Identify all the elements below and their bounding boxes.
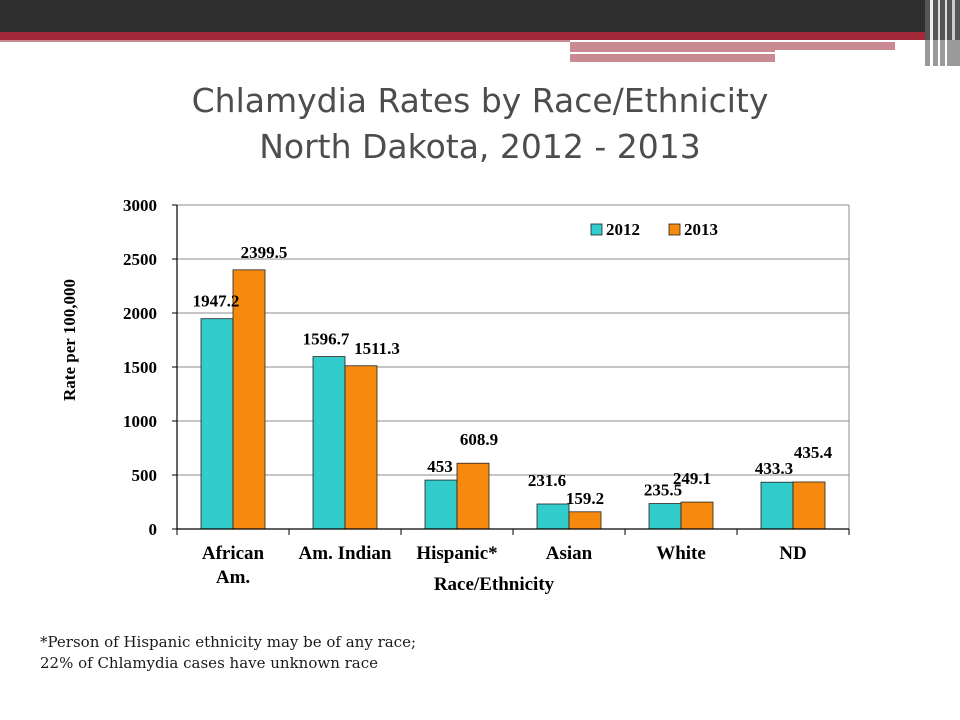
accent-stripe bbox=[0, 32, 960, 40]
x-tick-label: Am. bbox=[216, 567, 250, 588]
bar-2013 bbox=[232, 269, 266, 530]
footnote-line-1: *Person of Hispanic ethnicity may be of … bbox=[40, 633, 417, 651]
data-label-2013: 608.9 bbox=[460, 430, 498, 449]
bar-2012 bbox=[312, 356, 346, 530]
bar-2012 bbox=[200, 318, 234, 530]
legend-label-2013: 2013 bbox=[684, 220, 718, 239]
y-axis-title: Rate per 100,000 bbox=[60, 279, 79, 401]
bar-2013 bbox=[792, 481, 826, 530]
x-tick-label: White bbox=[656, 543, 706, 564]
data-label-2012: 1947.2 bbox=[193, 292, 240, 311]
data-label-2012: 1596.7 bbox=[303, 330, 350, 349]
footnote-line-2: 22% of Chlamydia cases have unknown race bbox=[40, 654, 379, 672]
data-label-2013: 1511.3 bbox=[354, 339, 400, 358]
y-tick-label: 3000 bbox=[123, 196, 157, 215]
x-axis-title: Race/Ethnicity bbox=[434, 574, 555, 595]
data-label-2013: 435.4 bbox=[794, 443, 833, 462]
data-label-2012: 235.5 bbox=[644, 481, 682, 500]
y-tick-label: 2500 bbox=[123, 250, 157, 269]
data-label-2012: 453 bbox=[427, 457, 453, 476]
data-label-2013: 159.2 bbox=[566, 489, 604, 508]
x-tick-label: Hispanic* bbox=[416, 543, 497, 564]
footnote: *Person of Hispanic ethnicity may be of … bbox=[40, 632, 640, 674]
legend-swatch-2013 bbox=[668, 223, 681, 236]
bar-2012 bbox=[424, 479, 458, 530]
header-bar bbox=[0, 0, 960, 32]
bars bbox=[200, 269, 826, 530]
gridlines bbox=[177, 204, 850, 529]
bar-2013 bbox=[568, 511, 602, 530]
x-tick-label: African bbox=[202, 543, 265, 564]
bar-2012 bbox=[760, 481, 794, 530]
bar-2013 bbox=[344, 365, 378, 530]
bar-2012 bbox=[536, 503, 570, 530]
legend-label-2012: 2012 bbox=[606, 220, 640, 239]
x-tick-label: Asian bbox=[546, 543, 593, 564]
title-line-1: Chlamydia Rates by Race/Ethnicity bbox=[191, 81, 769, 120]
data-label-2013: 2399.5 bbox=[241, 243, 288, 262]
chart-legend: 2012 2013 bbox=[590, 220, 718, 239]
y-tick-label: 2000 bbox=[123, 304, 157, 323]
x-tick-label: Am. Indian bbox=[299, 543, 392, 564]
bar-2013 bbox=[680, 501, 714, 530]
data-label-2012: 231.6 bbox=[528, 471, 566, 490]
data-label-2012: 433.3 bbox=[755, 459, 793, 478]
y-tick-label: 0 bbox=[149, 520, 158, 539]
bar-2013 bbox=[456, 462, 490, 530]
legend-swatch-2012 bbox=[590, 223, 603, 236]
decorative-rules bbox=[0, 40, 960, 66]
header-right-texture bbox=[925, 0, 960, 40]
y-tick-label: 1500 bbox=[123, 358, 157, 377]
x-tick-label: ND bbox=[779, 543, 806, 564]
slide-title: Chlamydia Rates by Race/Ethnicity North … bbox=[80, 78, 880, 170]
y-tick-label: 500 bbox=[132, 466, 158, 485]
axes: 0 500 1000 1500 2000 2500 3000 African Am. Am. In… bbox=[123, 196, 850, 588]
y-tick-label: 1000 bbox=[123, 412, 157, 431]
title-line-2: North Dakota, 2012 - 2013 bbox=[259, 127, 701, 166]
data-label-2013: 249.1 bbox=[673, 469, 711, 488]
data-labels: 1947.2 2399.5 1596.7 1511.3 453 608.9 231.6159… bbox=[193, 243, 833, 508]
bar-2012 bbox=[648, 503, 682, 530]
